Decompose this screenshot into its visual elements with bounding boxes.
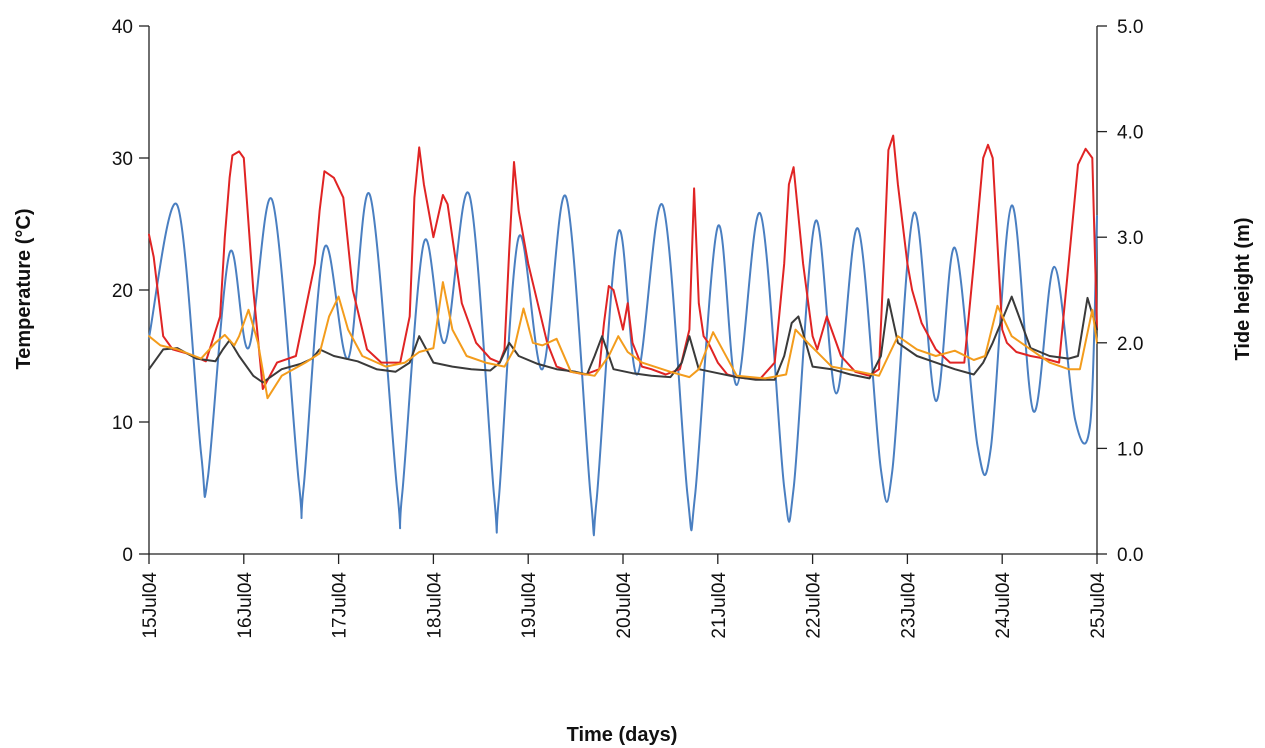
series-line-3 bbox=[148, 295, 1098, 384]
series-line-2 bbox=[148, 134, 1098, 390]
y-right-tick-label: 5.0 bbox=[1117, 17, 1143, 38]
x-axis-title: Time (days) bbox=[567, 724, 678, 746]
x-tick-label: 19Jul04 bbox=[519, 572, 540, 639]
y-left-tick-label: 20 bbox=[112, 281, 133, 302]
x-tick-label: 17Jul04 bbox=[330, 572, 351, 639]
y-left-tick-label: 40 bbox=[112, 17, 133, 38]
y-right-tick-label: 0.0 bbox=[1117, 545, 1143, 566]
tick-layer: 0 10 20 30 40 0.0 1.0 2.0 3.0 4.0 5.0 15Jul04 16Jul0… bbox=[112, 17, 1144, 639]
y-left-tick-label: 0 bbox=[122, 545, 133, 566]
y-right-tick-label: 2.0 bbox=[1117, 334, 1143, 355]
x-tick-label: 18Jul04 bbox=[424, 572, 445, 639]
axes bbox=[148, 26, 1098, 555]
x-tick-label: 21Jul04 bbox=[709, 572, 730, 639]
x-tick-label: 23Jul04 bbox=[898, 572, 919, 639]
series-line-1 bbox=[148, 191, 1098, 536]
y-left-tick-label: 10 bbox=[112, 413, 133, 434]
x-tick-label: 25Jul04 bbox=[1088, 572, 1109, 639]
x-tick-label: 22Jul04 bbox=[804, 572, 825, 639]
y-left-tick-label: 30 bbox=[112, 149, 133, 170]
y-right-tick-label: 4.0 bbox=[1117, 123, 1143, 144]
y-axis-right-title: Tide height (m) bbox=[1232, 218, 1254, 361]
x-tick-label: 16Jul04 bbox=[235, 572, 256, 639]
series-line-4 bbox=[148, 281, 1098, 400]
y-right-tick-label: 3.0 bbox=[1117, 228, 1143, 249]
y-axis-left-title: Temperature (°C) bbox=[13, 209, 35, 370]
x-tick-label: 24Jul04 bbox=[993, 572, 1014, 639]
x-tick-label: 20Jul04 bbox=[614, 572, 635, 639]
series-layer bbox=[148, 134, 1098, 536]
y-right-tick-label: 1.0 bbox=[1117, 439, 1143, 460]
x-tick-label: 15Jul04 bbox=[140, 572, 161, 639]
